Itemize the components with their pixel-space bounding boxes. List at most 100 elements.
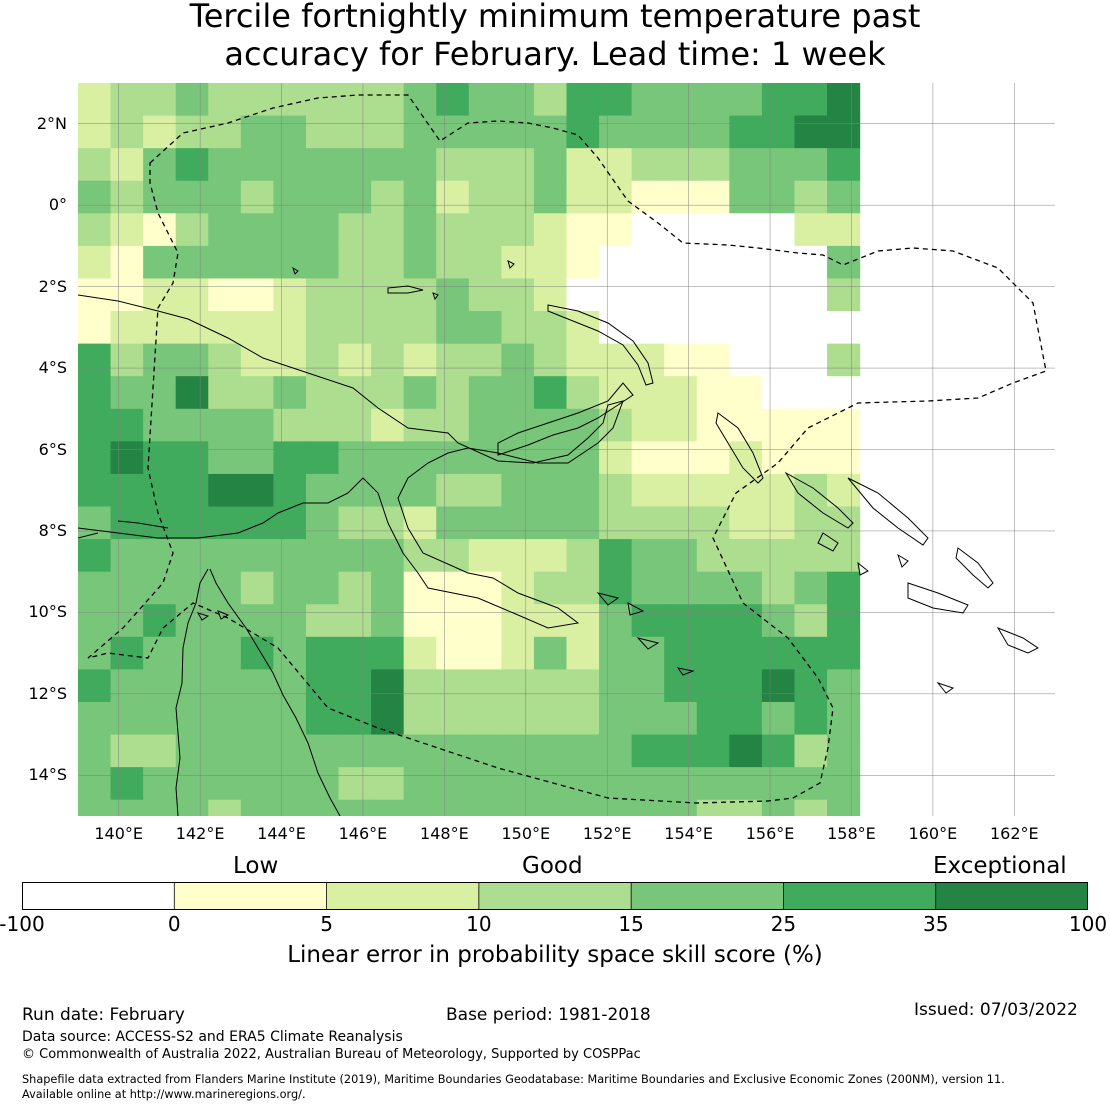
grid-cell — [599, 604, 633, 638]
grid-cell — [794, 473, 828, 508]
grid-cell — [468, 799, 502, 816]
grid-cell — [175, 278, 209, 312]
grid-cell — [273, 473, 307, 508]
grid-cell — [664, 701, 698, 736]
grid-cell — [110, 245, 144, 280]
png-eez-boundary — [87, 94, 1047, 804]
grid-cell — [273, 376, 307, 410]
grid-cell — [240, 767, 274, 801]
grid-cell — [827, 180, 861, 214]
grid-cell — [696, 701, 730, 736]
grid-cell — [533, 473, 568, 508]
grid-cell — [827, 245, 861, 280]
grid-cell — [794, 767, 828, 801]
grid-cell — [371, 278, 405, 312]
grid-cell — [664, 571, 698, 605]
grid-cell — [371, 734, 405, 768]
grid-cell — [110, 311, 144, 345]
grid-cell — [338, 311, 372, 345]
grid-cell — [240, 506, 274, 540]
grid-cell — [468, 311, 502, 345]
manus-coastline — [387, 285, 424, 294]
grid-cell — [143, 376, 177, 410]
grid-cell — [110, 571, 144, 605]
solomon-malaita-coastline — [955, 547, 994, 589]
grid-cell — [403, 213, 437, 247]
grid-cell — [468, 83, 502, 117]
grid-cell — [175, 343, 209, 377]
grid-cell — [664, 539, 698, 573]
longitude-label: 160°E — [908, 824, 958, 843]
grid-cell — [599, 213, 633, 247]
grid-cell — [78, 83, 112, 117]
grid-cell — [338, 669, 372, 703]
grid-cell — [78, 213, 112, 247]
grid-cell — [78, 636, 112, 670]
grid-cell — [175, 799, 209, 816]
grid-cell — [501, 311, 535, 345]
grid-cell — [631, 278, 665, 312]
grid-cell — [143, 213, 177, 247]
grid-cell — [208, 767, 242, 801]
grid-cell — [143, 506, 177, 540]
grid-cell — [175, 245, 209, 280]
grid-cell — [761, 506, 796, 540]
grid-cell — [143, 539, 177, 573]
grid-cell — [436, 604, 470, 638]
grid-cell — [501, 604, 535, 638]
grid-cell — [371, 669, 405, 703]
grid-cell — [305, 636, 340, 670]
grid-cell — [631, 636, 665, 670]
longitude-label: 156°E — [745, 824, 795, 843]
grid-cell — [338, 245, 372, 280]
longitude-label: 154°E — [664, 824, 713, 843]
grid-cell — [110, 636, 144, 670]
grid-cell — [794, 115, 828, 149]
grid-cell — [305, 604, 340, 638]
grid-cell — [305, 701, 340, 736]
new-ireland-coastline — [547, 304, 654, 386]
grid-cell — [631, 767, 665, 801]
latitude-label: 14°S — [28, 765, 67, 785]
grid-cell — [696, 213, 730, 247]
grid-cell — [827, 343, 861, 377]
solomon-makira-coastline — [996, 626, 1039, 654]
grid-cell — [110, 441, 144, 475]
grid-cell — [436, 311, 470, 345]
grid-cell — [305, 278, 340, 312]
grid-cell — [273, 539, 307, 573]
grid-cell — [696, 311, 730, 345]
grid-cell — [403, 734, 437, 768]
grid-cell — [110, 701, 144, 736]
grid-cell — [664, 148, 698, 182]
grid-cell — [208, 701, 242, 736]
grid-cell — [436, 473, 470, 508]
new-guinea-coastline — [78, 294, 624, 629]
grid-cell — [501, 701, 535, 736]
grid-cell — [240, 311, 274, 345]
latitude-label: 2°S — [38, 276, 67, 296]
grid-cell — [599, 343, 633, 377]
colorbar-segment — [478, 882, 632, 910]
grid-cell — [566, 376, 600, 410]
grid-cell — [78, 734, 112, 768]
grid-cell — [273, 571, 307, 605]
grid-cell — [436, 376, 470, 410]
grid-cell — [208, 311, 242, 345]
grid-cell — [468, 115, 502, 149]
grid-cell — [175, 83, 209, 117]
grid-cell — [78, 767, 112, 801]
grid-cell — [273, 799, 307, 816]
grid-cell — [305, 539, 340, 573]
grid-cell — [794, 376, 828, 410]
grid-cell — [533, 83, 568, 117]
grid-cell — [110, 767, 144, 801]
grid-cell — [696, 767, 730, 801]
grid-cell — [175, 734, 209, 768]
grid-cell — [566, 767, 600, 801]
grid-cell — [175, 148, 209, 182]
grid-cell — [240, 636, 274, 670]
map-canvas — [78, 83, 1055, 816]
longitude-label: 146°E — [338, 824, 388, 843]
grid-cell — [664, 604, 698, 638]
